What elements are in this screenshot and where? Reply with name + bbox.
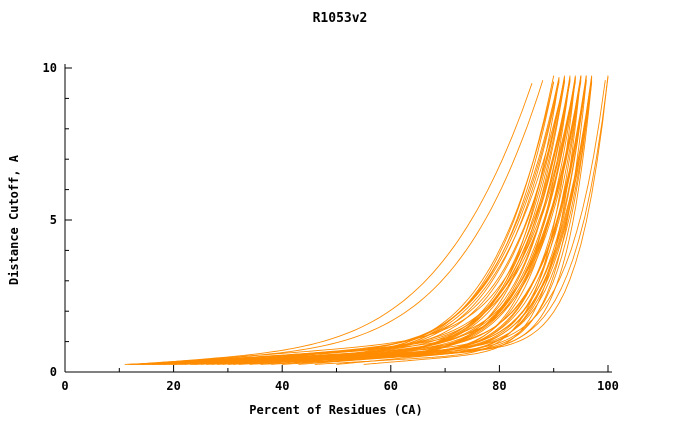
model-curve — [282, 78, 571, 365]
chart-title: R1053v2 — [313, 11, 368, 26]
model-curve — [314, 77, 576, 365]
model-curve — [124, 80, 571, 365]
curve-series — [124, 75, 609, 365]
x-tick-label: 80 — [492, 379, 506, 393]
model-curve — [130, 80, 544, 365]
model-curve — [363, 75, 582, 365]
axes: 0 20 40 60 80 100 0 5 10 — [43, 61, 619, 393]
model-curve — [162, 77, 566, 365]
x-tick-label: 20 — [166, 379, 180, 393]
y-axis-label: Distance Cutoff, A — [7, 154, 21, 285]
model-curve — [238, 80, 576, 365]
model-curve — [130, 81, 560, 365]
x-tick-label: 40 — [275, 379, 289, 393]
model-curve — [173, 75, 609, 365]
x-tick-label: 0 — [61, 379, 68, 393]
model-curve — [140, 77, 609, 365]
x-tick-label: 60 — [384, 379, 398, 393]
model-curve — [206, 78, 593, 365]
model-curve — [146, 81, 576, 365]
model-curve — [233, 78, 560, 365]
model-curve — [149, 75, 593, 365]
y-tick-label: 0 — [50, 365, 57, 379]
model-curve — [143, 80, 587, 365]
model-curve — [151, 80, 606, 365]
x-tick-label: 100 — [597, 379, 619, 393]
model-curve — [151, 78, 566, 365]
model-curve — [271, 75, 582, 365]
x-axis-label: Percent of Residues (CA) — [249, 403, 422, 417]
model-curve — [146, 77, 560, 365]
model-curve — [135, 83, 533, 365]
y-tick-label: 10 — [43, 61, 57, 75]
y-tick-label: 5 — [50, 213, 57, 227]
